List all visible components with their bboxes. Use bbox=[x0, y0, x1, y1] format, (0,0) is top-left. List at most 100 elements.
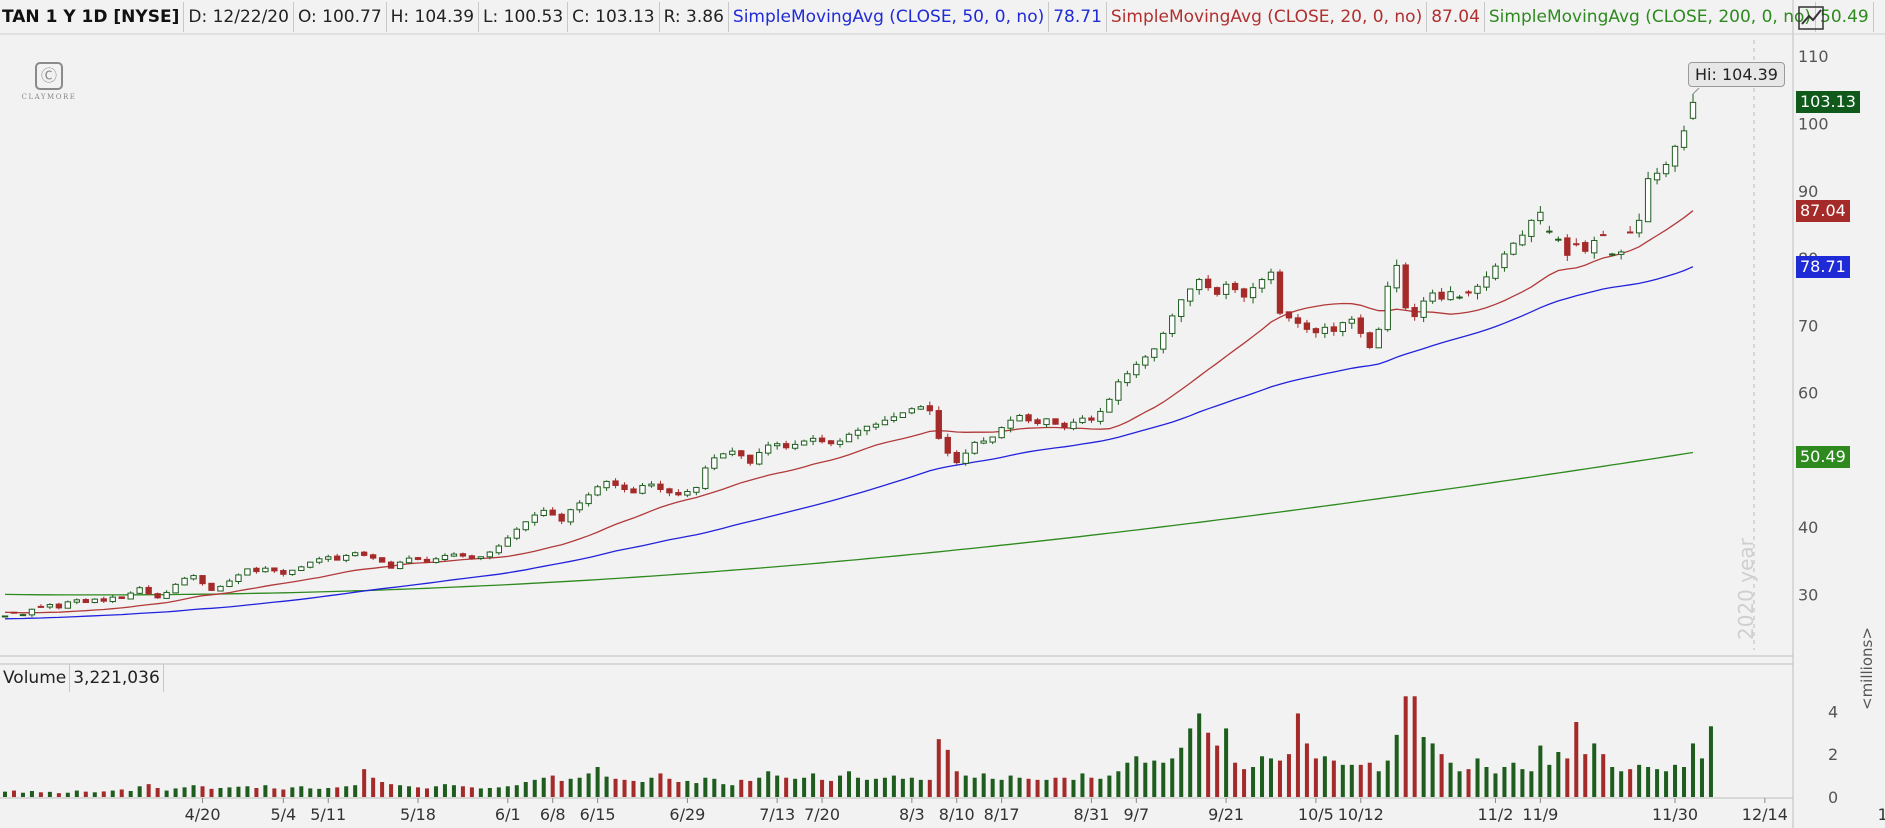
candle-body bbox=[1025, 414, 1032, 422]
volume-bar bbox=[1071, 779, 1076, 797]
volume-bar bbox=[389, 784, 394, 797]
volume-bar bbox=[1331, 760, 1336, 797]
candle-body bbox=[1097, 410, 1104, 422]
volume-bar bbox=[1628, 769, 1633, 797]
candle-body bbox=[1079, 417, 1086, 424]
volume-bar bbox=[793, 778, 798, 797]
candle-body bbox=[1474, 285, 1481, 294]
volume-bar bbox=[640, 782, 645, 797]
candle-body bbox=[181, 577, 188, 586]
candle-body bbox=[378, 557, 386, 563]
candle-body bbox=[531, 514, 538, 523]
volume-bar bbox=[1457, 771, 1462, 797]
candle-body bbox=[154, 593, 161, 599]
volume-bar bbox=[1125, 762, 1130, 797]
date-tick-label: 6/1 bbox=[495, 805, 521, 824]
candle-body bbox=[872, 423, 880, 428]
sma200-line bbox=[4, 451, 1694, 596]
candle-body bbox=[549, 509, 556, 516]
volume-bar bbox=[191, 785, 196, 797]
volume-bar bbox=[227, 787, 232, 797]
date-tick-label: 5/11 bbox=[310, 805, 346, 824]
volume-bar bbox=[92, 792, 97, 797]
candle-body bbox=[1689, 101, 1697, 119]
volume-bar bbox=[1385, 760, 1390, 797]
volume-bar bbox=[110, 790, 115, 797]
candle-body bbox=[782, 443, 790, 449]
sma200-price-badge: 50.49 bbox=[1796, 445, 1850, 468]
volume-bar bbox=[1430, 743, 1435, 797]
candle-body bbox=[791, 443, 799, 449]
volume-bar bbox=[1412, 696, 1417, 797]
volume-bar bbox=[1260, 756, 1265, 797]
volume-bar bbox=[1134, 756, 1139, 797]
volume-bar bbox=[65, 792, 70, 797]
volume-bar bbox=[523, 782, 528, 797]
volume-bar bbox=[416, 787, 421, 797]
volume-bar bbox=[1403, 696, 1408, 797]
volume-bar bbox=[1565, 758, 1570, 797]
volume-bar bbox=[362, 769, 367, 797]
volume-bar bbox=[1035, 779, 1040, 797]
drawing-tool-icon[interactable] bbox=[1796, 4, 1828, 32]
candle-body bbox=[603, 480, 610, 489]
candle-body bbox=[1151, 348, 1158, 358]
volume-bar bbox=[820, 779, 825, 797]
volume-bar bbox=[380, 782, 385, 797]
sma50-study-label[interactable]: SimpleMovingAvg (CLOSE, 50, 0, no) bbox=[729, 2, 1050, 32]
sma50-study-value: 78.71 bbox=[1049, 2, 1107, 32]
volume-bar bbox=[335, 787, 340, 797]
candle-body bbox=[1178, 299, 1185, 317]
sma20-price-badge: 87.04 bbox=[1796, 199, 1850, 222]
volume-bar bbox=[1322, 756, 1327, 797]
date-tick-label: 6/29 bbox=[669, 805, 705, 824]
volume-bar bbox=[631, 780, 636, 797]
volume-bar bbox=[1699, 758, 1704, 797]
volume-bar bbox=[739, 779, 744, 797]
sma20-study-value: 87.04 bbox=[1427, 2, 1485, 32]
candle-body bbox=[1465, 291, 1472, 294]
candle-body bbox=[253, 567, 260, 573]
volume-bar bbox=[1556, 752, 1561, 797]
candle-body bbox=[217, 585, 224, 592]
candle-body bbox=[1187, 288, 1194, 302]
candle-body bbox=[522, 521, 529, 531]
date-tick-label: 5/4 bbox=[270, 805, 296, 824]
candle-body bbox=[675, 492, 682, 496]
volume-bar bbox=[568, 778, 573, 797]
volume-bar bbox=[1682, 767, 1687, 797]
sma20-study-label[interactable]: SimpleMovingAvg (CLOSE, 20, 0, no) bbox=[1107, 2, 1428, 32]
candle-body bbox=[944, 436, 951, 454]
volume-bar bbox=[1008, 775, 1013, 797]
volume-bar bbox=[945, 749, 950, 797]
volume-bar bbox=[29, 791, 34, 797]
volume-unit-label: <millions> bbox=[1858, 627, 1876, 710]
candle-body bbox=[37, 605, 45, 608]
symbol-label[interactable]: TAN 1 Y 1D [NYSE] bbox=[2, 2, 185, 32]
sma200-study-label[interactable]: SimpleMovingAvg (CLOSE, 200, 0, no) bbox=[1485, 2, 1817, 32]
candle-body bbox=[468, 555, 476, 559]
candle-body bbox=[208, 582, 215, 591]
volume-bar bbox=[694, 783, 699, 797]
candle-body bbox=[1106, 398, 1113, 413]
volume-bar bbox=[155, 788, 160, 797]
volume-bar bbox=[676, 782, 681, 797]
candle-body bbox=[756, 451, 763, 465]
candle-body bbox=[765, 444, 772, 454]
price-axis-tick: 70 bbox=[1798, 316, 1818, 335]
volume-label[interactable]: Volume bbox=[0, 664, 71, 692]
high-label: H: 104.39 bbox=[387, 2, 480, 32]
candle-body bbox=[899, 412, 907, 418]
candle-body bbox=[100, 598, 107, 602]
volume-bar bbox=[182, 787, 187, 797]
date-tick-label: 9/7 bbox=[1123, 805, 1149, 824]
candle-body bbox=[576, 502, 583, 511]
date-tick-label: 9/21 bbox=[1208, 805, 1244, 824]
candle-body bbox=[360, 551, 368, 556]
volume-bar bbox=[712, 778, 717, 797]
candle-body bbox=[1321, 326, 1329, 334]
volume-bar bbox=[1376, 771, 1381, 797]
volume-bar bbox=[981, 773, 986, 797]
volume-bar bbox=[424, 788, 430, 797]
candle-body bbox=[1573, 243, 1580, 246]
